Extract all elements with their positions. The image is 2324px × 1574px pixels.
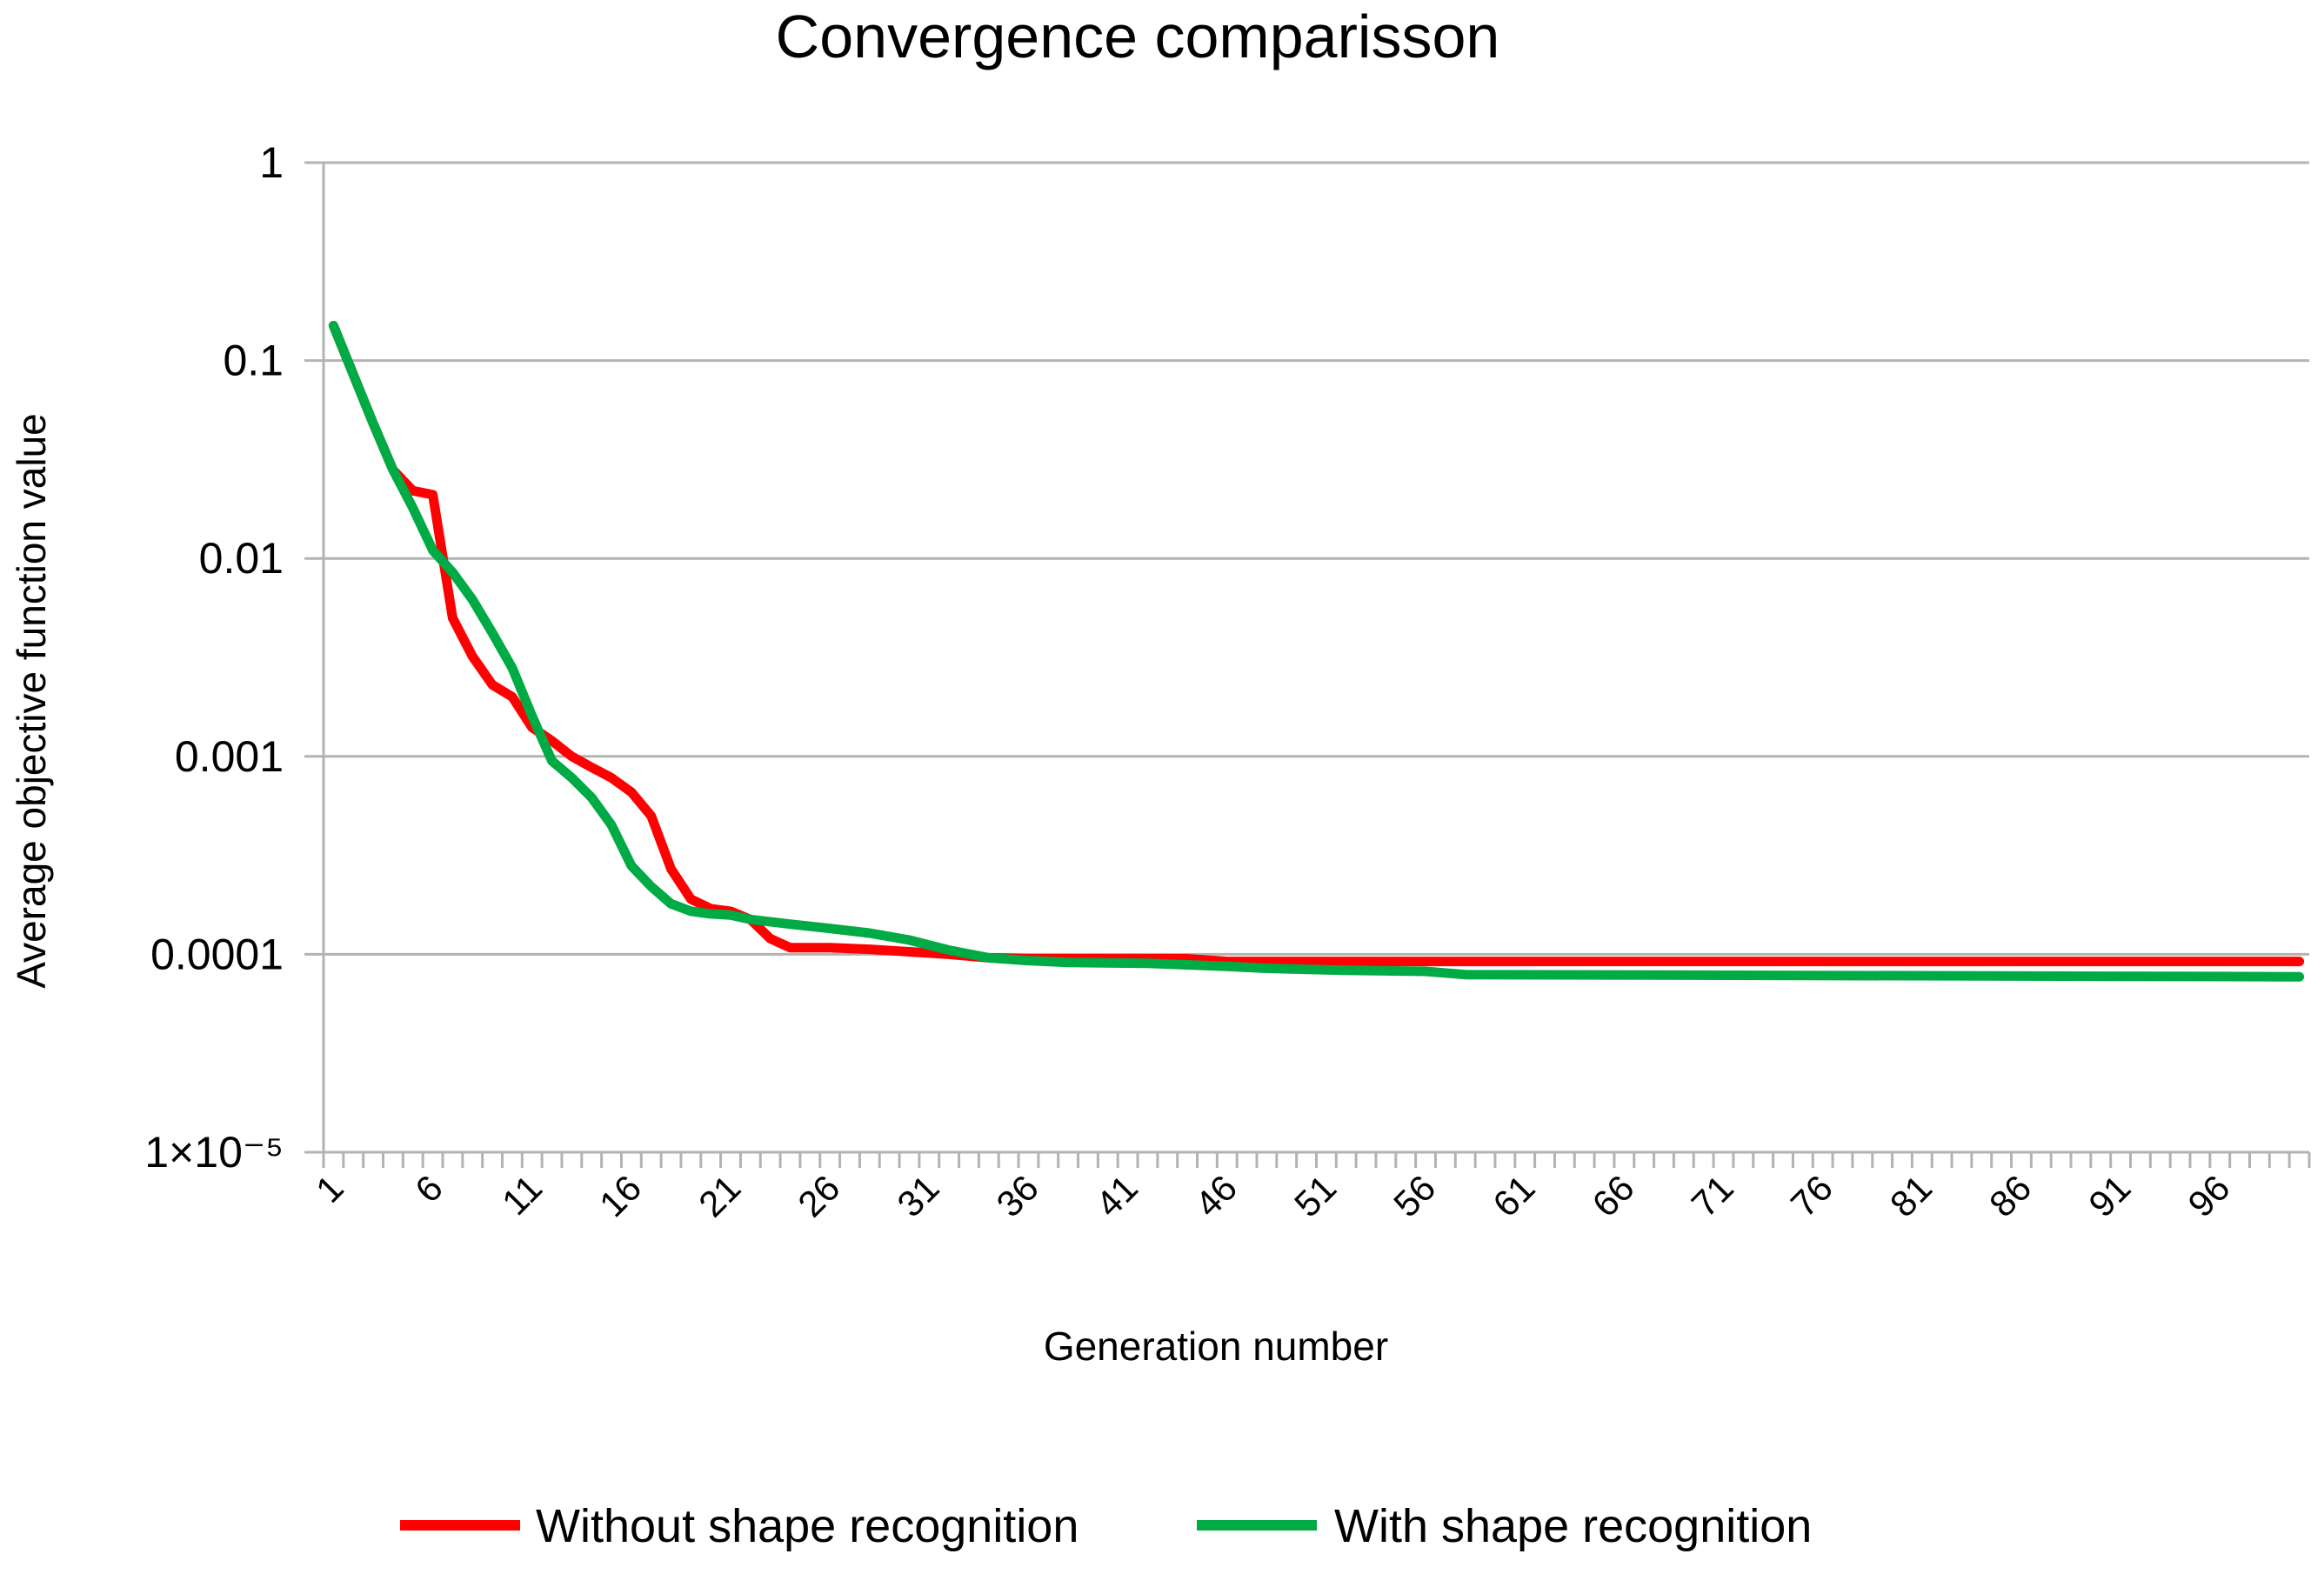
legend: Without shape recognition With shape reco… <box>400 1500 1812 1552</box>
gridlines <box>304 161 2309 1154</box>
x-tick-label: 41 <box>1088 1167 1145 1224</box>
x-tick-label: 21 <box>691 1167 748 1224</box>
x-tick-label: 81 <box>1882 1167 1940 1224</box>
x-tick-label: 46 <box>1187 1167 1245 1224</box>
chart-title: Convergence comparisson <box>776 3 1500 70</box>
x-axis-label: Generation number <box>1044 1324 1388 1369</box>
x-tick-label: 26 <box>790 1167 847 1224</box>
y-tick-labels: 1 0.1 0.01 0.001 0.0001 1×10⁻⁵ <box>144 138 284 1177</box>
x-tick-labels: 1 6 11 16 21 26 31 36 41 46 51 56 61 66 71 76 81 86 91 96 <box>308 1167 2238 1224</box>
x-tick-label: 61 <box>1485 1167 1542 1224</box>
x-tick-label: 71 <box>1684 1167 1741 1224</box>
y-tick-label: 0.001 <box>175 732 284 781</box>
x-tick-label: 6 <box>407 1167 451 1211</box>
x-tick-label: 16 <box>591 1167 649 1224</box>
series-line-2 <box>328 321 2305 982</box>
axes <box>322 163 2311 1168</box>
x-tick-label: 11 <box>494 1167 550 1223</box>
x-tick-label: 31 <box>889 1167 946 1224</box>
y-tick-label: 0.01 <box>199 534 284 583</box>
x-tick-label: 86 <box>1981 1167 2039 1224</box>
x-tick-label: 91 <box>2080 1167 2138 1224</box>
y-tick-label: 0.0001 <box>150 930 284 978</box>
series-lines <box>328 321 2305 982</box>
x-tick-label: 36 <box>989 1167 1046 1224</box>
x-tick-label: 66 <box>1584 1167 1641 1224</box>
x-tick-label: 96 <box>2180 1167 2237 1224</box>
y-tick-label: 1 <box>259 138 284 187</box>
x-tick-label: 76 <box>1783 1167 1840 1224</box>
x-tick-label: 1 <box>308 1167 351 1211</box>
y-tick-label: 1×10⁻⁵ <box>144 1128 284 1177</box>
x-tick-label: 51 <box>1286 1167 1344 1224</box>
y-axis-label: Average objective function value <box>9 413 54 988</box>
legend-label-1: Without shape recognition <box>536 1500 1079 1552</box>
x-tick-label: 56 <box>1386 1167 1443 1224</box>
y-tick-label: 0.1 <box>223 337 284 385</box>
legend-label-2: With shape recognition <box>1334 1500 1812 1552</box>
